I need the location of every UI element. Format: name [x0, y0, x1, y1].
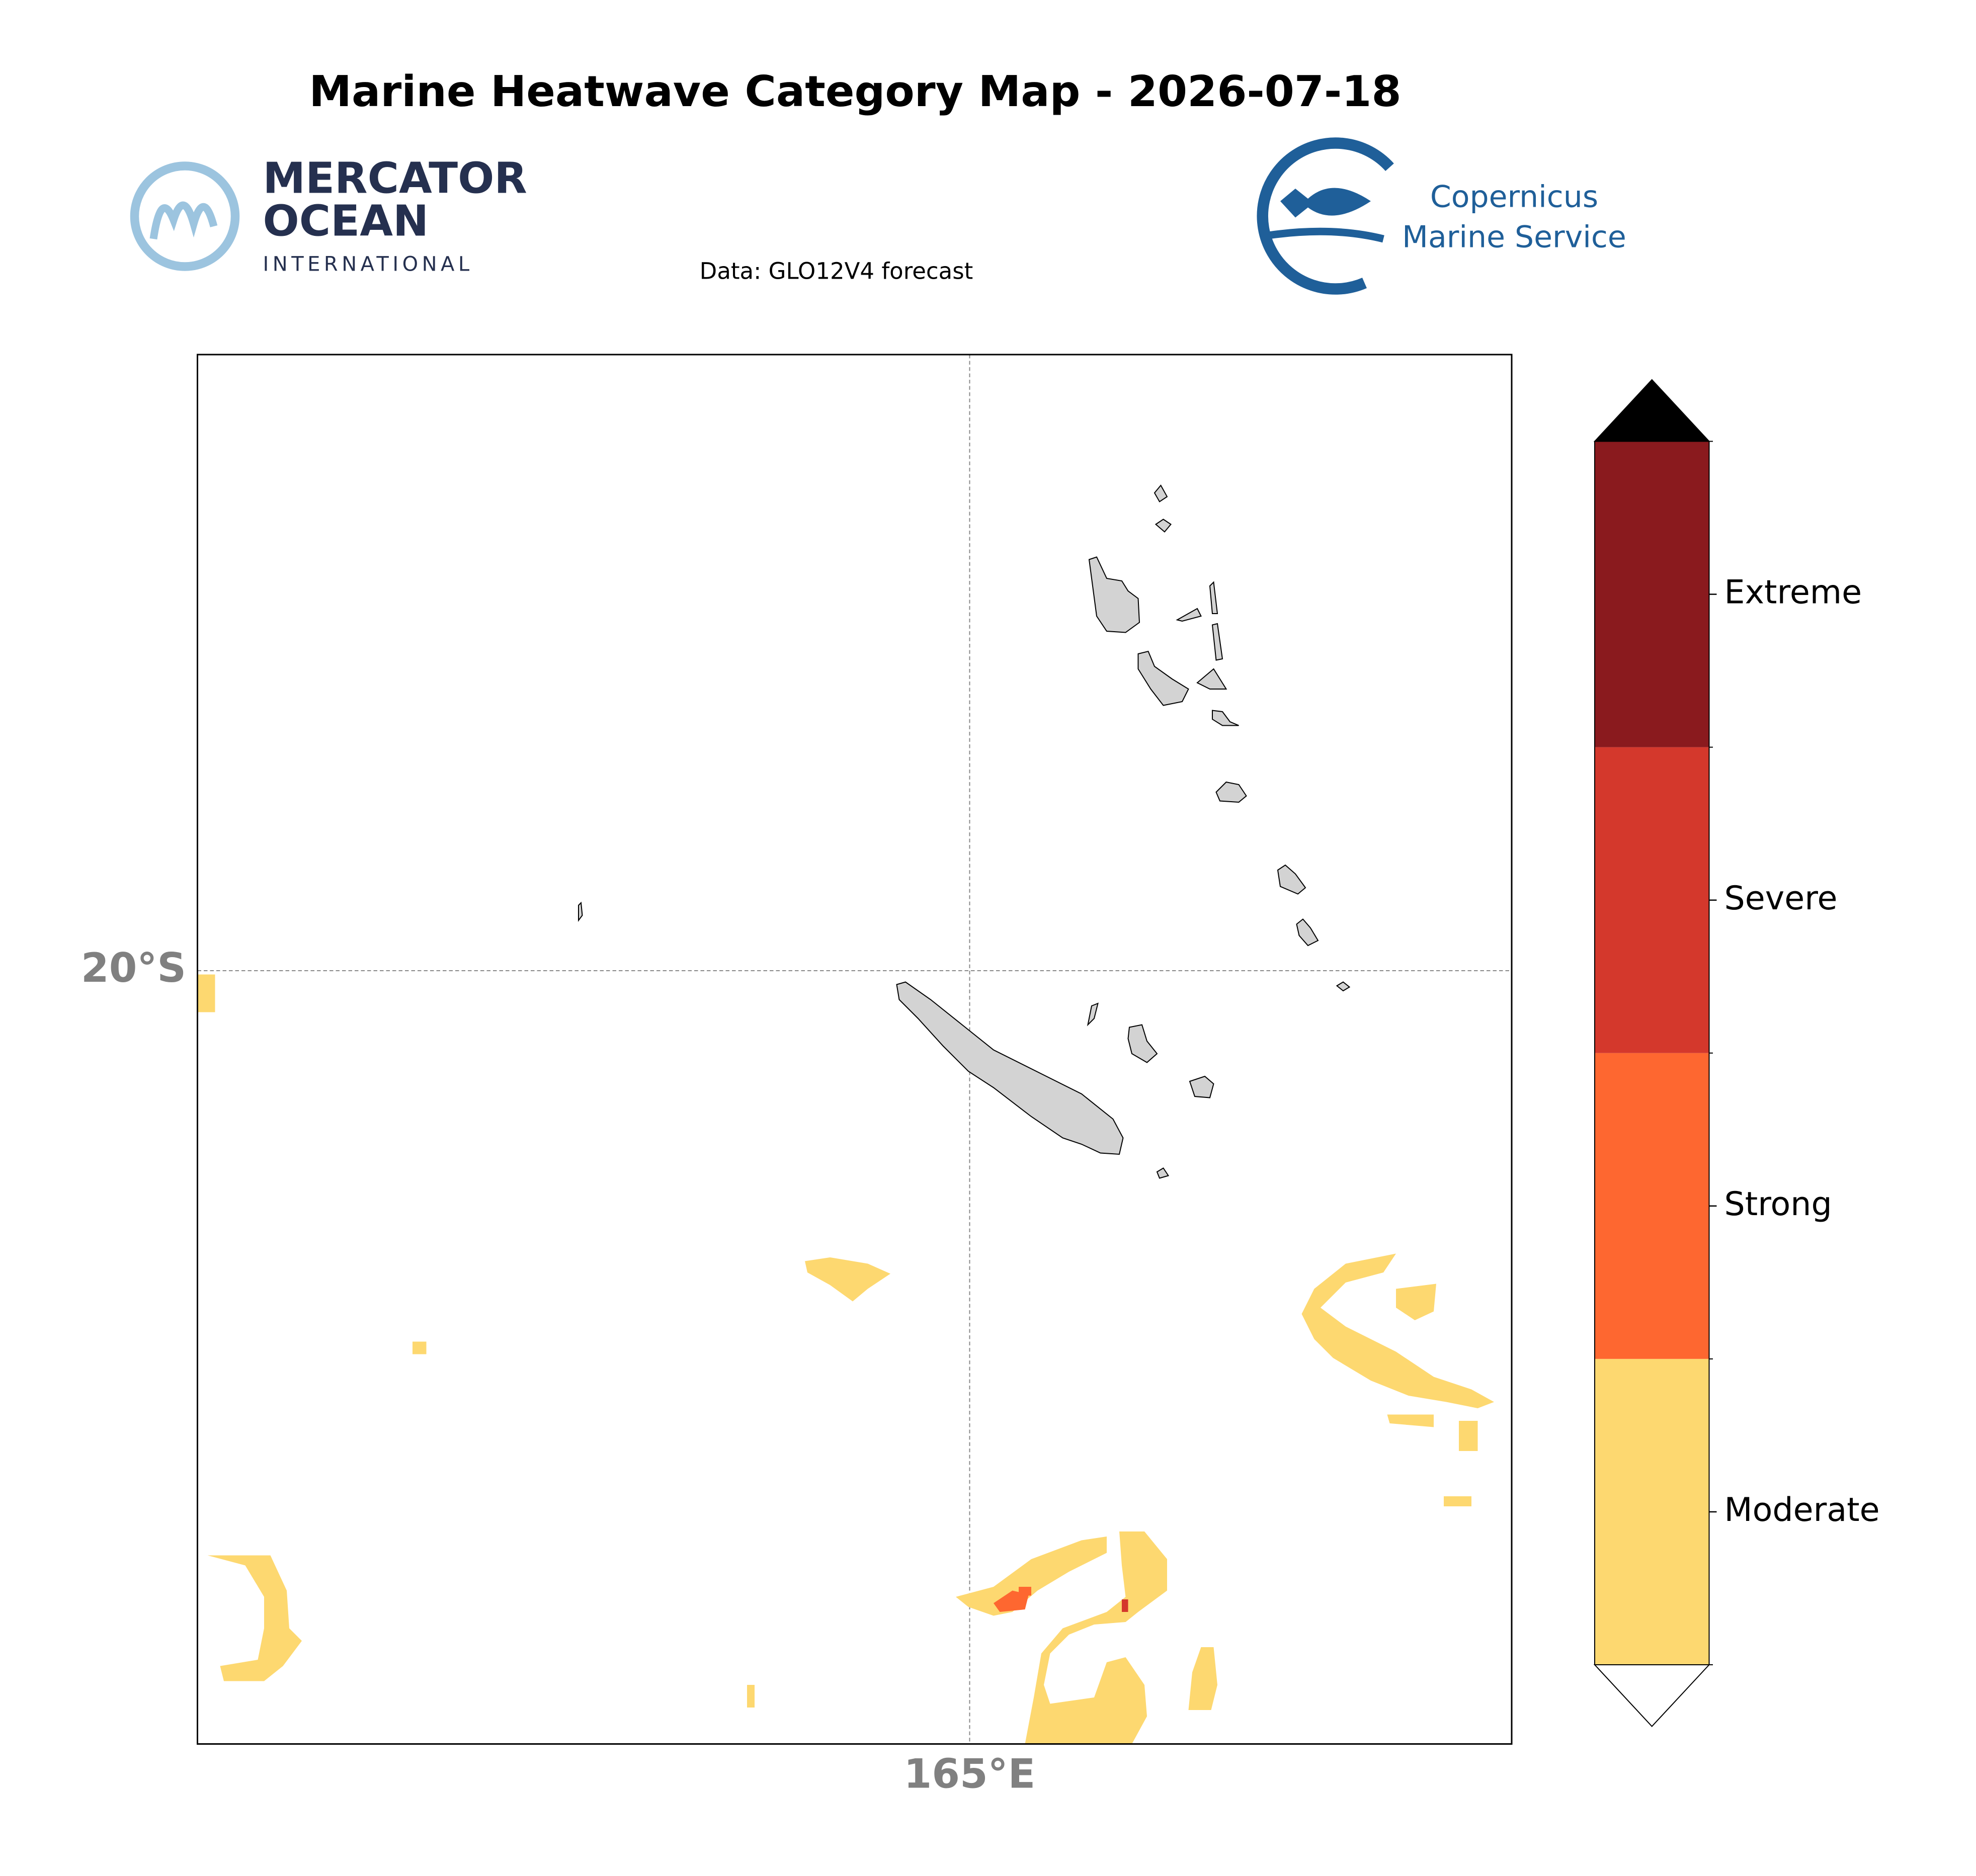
mercator-logo: MERCATOR OCEAN INTERNATIONAL: [130, 153, 527, 276]
island: [1127, 1024, 1158, 1063]
logo-text: MERCATOR: [263, 153, 527, 203]
island: [1154, 484, 1168, 502]
island: [1209, 581, 1218, 614]
island: [1336, 981, 1351, 992]
island: [1196, 668, 1227, 690]
island: [1212, 710, 1239, 726]
island: [1211, 623, 1223, 661]
logo-text: Marine Service: [1402, 220, 1626, 255]
heatwave-area: [197, 974, 1494, 1744]
island: [1087, 1002, 1099, 1027]
island: [1137, 650, 1189, 706]
island: [1155, 519, 1172, 533]
colorbar-segment: [1595, 1358, 1709, 1665]
lat-label: 20°S: [81, 945, 186, 991]
logo-text: OCEAN: [263, 196, 429, 246]
colorbar-extend-under: [1593, 1664, 1710, 1727]
colorbar-extend-over: [1593, 379, 1710, 442]
map: 20°S 165°E: [81, 354, 1513, 1797]
island: [1156, 1167, 1170, 1179]
island: [1215, 781, 1247, 803]
colorbar-segment: [1595, 747, 1709, 1053]
island: [1088, 556, 1140, 633]
data-source: Data: GLO12V4 forecast: [700, 258, 973, 285]
island: [1277, 864, 1306, 895]
island: [578, 901, 583, 922]
copernicus-logo: Copernicus Marine Service: [1257, 137, 1626, 295]
colorbar: Moderate Strong Severe Extreme: [1593, 379, 1880, 1727]
colorbar-label: Moderate: [1724, 1491, 1880, 1529]
colorbar-frame: [1594, 441, 1710, 1665]
colorbar-label: Severe: [1724, 880, 1838, 917]
colorbar-label: Extreme: [1724, 574, 1862, 612]
island: [1189, 1075, 1214, 1098]
island: [896, 981, 1124, 1155]
title: Marine Heatwave Category Map - 2026-07-1…: [309, 67, 1401, 117]
logo-text: Copernicus: [1430, 180, 1598, 215]
island: [1296, 918, 1319, 947]
island: [1176, 608, 1202, 622]
map-frame: [197, 354, 1513, 1745]
lon-label: 165°E: [904, 1750, 1036, 1797]
logo-text: INTERNATIONAL: [263, 253, 473, 276]
colorbar-segment: [1595, 1053, 1709, 1359]
colorbar-segment: [1595, 441, 1709, 747]
colorbar-label: Strong: [1724, 1185, 1832, 1223]
